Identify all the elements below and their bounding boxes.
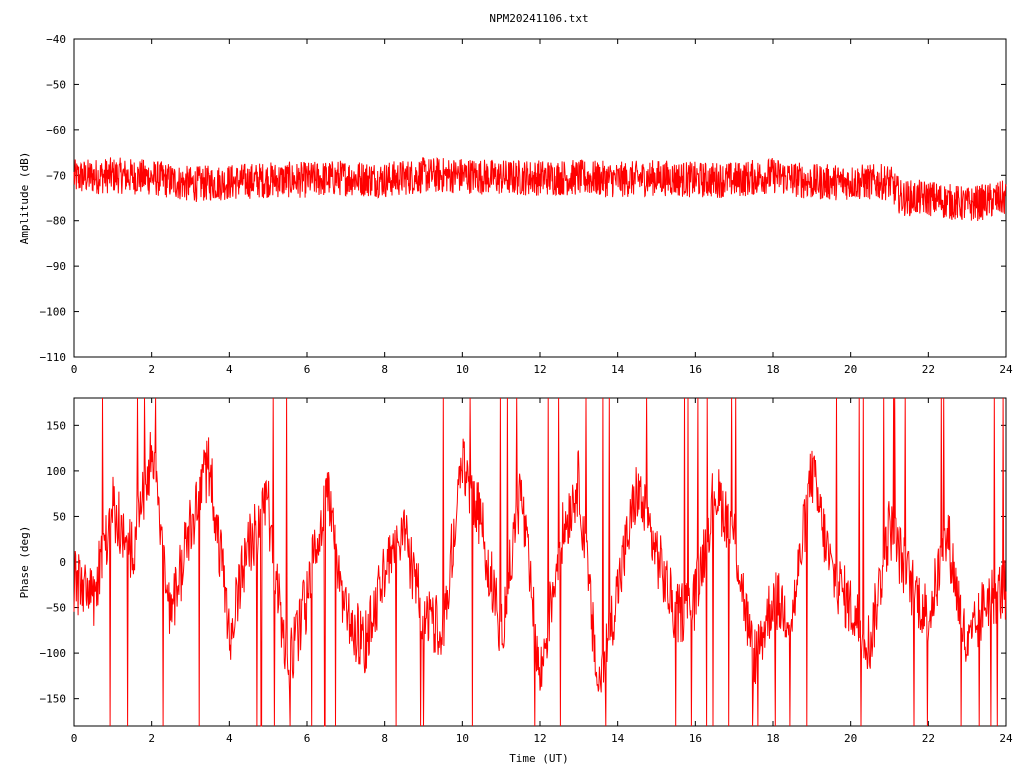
amplitude-series-line xyxy=(73,157,1007,222)
y-tick-label: −50 xyxy=(46,602,66,615)
x-tick-label: 6 xyxy=(304,732,311,745)
amplitude-panel: Amplitude (dB) 0 2 4 6 8 10 12 14 16 18 20 22 24−40−… xyxy=(18,33,1013,376)
y-tick-label: −150 xyxy=(40,693,67,706)
y-tick-label: −50 xyxy=(46,78,66,91)
y-tick-label: −90 xyxy=(46,260,66,273)
x-tick-label: 14 xyxy=(611,732,625,745)
x-tick-label: 22 xyxy=(922,363,935,376)
x-tick-label: 4 xyxy=(226,363,233,376)
x-tick-label: 12 xyxy=(533,732,546,745)
y-tick-label: −100 xyxy=(40,306,67,319)
x-tick-label: 4 xyxy=(226,732,233,745)
y-tick-label: 50 xyxy=(53,510,66,523)
phase-xlabel: Time (UT) xyxy=(509,752,569,765)
x-tick-label: 6 xyxy=(304,363,311,376)
x-tick-label: 0 xyxy=(71,732,78,745)
x-tick-label: 22 xyxy=(922,732,935,745)
x-tick-label: 14 xyxy=(611,363,625,376)
y-tick-label: 100 xyxy=(46,465,66,478)
x-tick-label: 24 xyxy=(999,732,1013,745)
y-tick-label: −100 xyxy=(40,647,67,660)
amplitude-ylabel: Amplitude (dB) xyxy=(18,152,31,245)
phase-panel: Phase (deg) Time (UT) 0 2 4 6 8 10 12 14 16 18 20 2… xyxy=(18,397,1013,765)
x-tick-label: 10 xyxy=(456,732,469,745)
x-tick-label: 18 xyxy=(766,732,779,745)
x-tick-label: 20 xyxy=(844,732,857,745)
y-tick-label: 150 xyxy=(46,419,66,432)
y-tick-label: −110 xyxy=(40,351,67,364)
x-tick-label: 10 xyxy=(456,363,469,376)
chart-title: NPM20241106.txt xyxy=(489,12,588,25)
x-tick-label: 12 xyxy=(533,363,546,376)
x-tick-label: 8 xyxy=(381,363,388,376)
y-tick-label: −70 xyxy=(46,169,66,182)
x-tick-label: 8 xyxy=(381,732,388,745)
y-tick-label: −80 xyxy=(46,215,66,228)
y-tick-label: −40 xyxy=(46,33,66,46)
x-tick-label: 16 xyxy=(689,363,702,376)
phase-series-line xyxy=(73,397,1007,727)
y-tick-label: −60 xyxy=(46,124,66,137)
phase-ylabel: Phase (deg) xyxy=(18,526,31,599)
x-tick-label: 2 xyxy=(148,732,155,745)
x-tick-label: 24 xyxy=(999,363,1013,376)
x-tick-label: 20 xyxy=(844,363,857,376)
x-tick-label: 2 xyxy=(148,363,155,376)
x-tick-label: 18 xyxy=(766,363,779,376)
y-tick-label: 0 xyxy=(59,556,66,569)
x-tick-label: 16 xyxy=(689,732,702,745)
x-tick-label: 0 xyxy=(71,363,78,376)
